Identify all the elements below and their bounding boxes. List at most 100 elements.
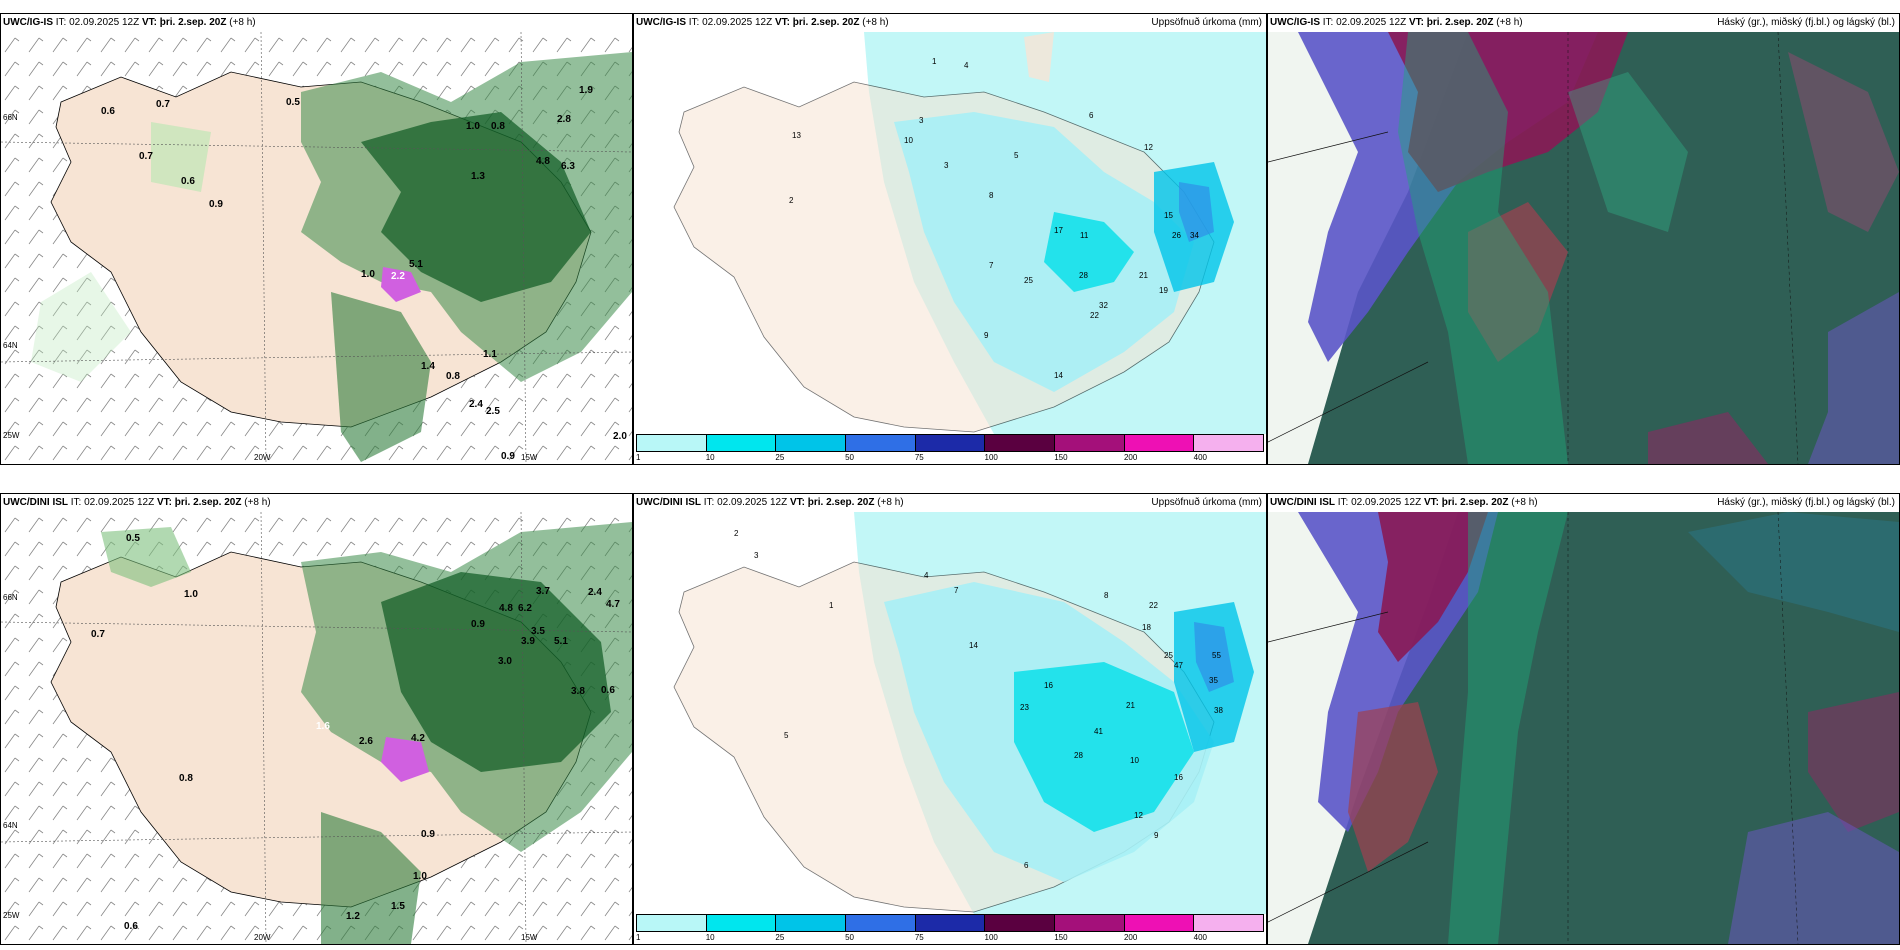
precip-title: Uppsöfnuð úrkoma (mm) (1151, 17, 1262, 28)
precip-value: 9 (984, 331, 989, 340)
wind-value: 0.8 (491, 121, 505, 132)
cbar-bin (1055, 435, 1125, 451)
lead-time: (+8 h) (244, 497, 271, 508)
lead-time: (+8 h) (862, 17, 889, 28)
corner-label-25w: 25W (3, 431, 20, 440)
valid-time: þri. 2.sep. 20Z (1426, 17, 1494, 28)
wind-value: 4.7 (606, 599, 620, 610)
cloud-map-svg (1268, 512, 1899, 944)
wind-value: 1.0 (466, 121, 480, 132)
panel-header: UWC/IG-IS IT: 02.09.2025 12Z VT: þri. 2.… (636, 16, 889, 30)
wind-map: 0.5 0.7 1.0 0.9 0.6 4.8 6.2 3.7 2.4 4.7 … (1, 512, 632, 944)
precip-value: 10 (1130, 756, 1139, 765)
wind-value: 0.8 (446, 371, 460, 382)
init-time: IT: 02.09.2025 12Z (55, 17, 140, 28)
lon-label-15w: 15W (521, 453, 538, 462)
cbar-label: 25 (775, 933, 785, 942)
init-time: IT: 02.09.2025 12Z (1337, 497, 1422, 508)
panel-header: UWC/IG-IS IT: 02.09.2025 12Z VT: þri. 2.… (1270, 16, 1523, 30)
cbar-label: 100 (984, 933, 998, 942)
init-time: IT: 02.09.2025 12Z (1322, 17, 1407, 28)
wind-panel-top[interactable]: UWC/IG-IS IT: 02.09.2025 12Z VT: þri. 2.… (0, 13, 633, 465)
precip-value: 6 (1089, 111, 1094, 120)
precip-value: 6 (1024, 861, 1029, 870)
cbar-bin (706, 435, 777, 451)
wind-value: 0.9 (501, 451, 515, 462)
precip-value: 26 (1172, 231, 1181, 240)
cbar-label: 150 (1054, 933, 1068, 942)
cbar-label: 25 (775, 453, 785, 462)
wind-value: 0.6 (601, 685, 615, 696)
wind-map: 0.7 0.5 0.6 0.9 1.0 0.8 1.3 4.8 6.3 2.2 … (1, 32, 632, 464)
wind-value: 0.6 (181, 176, 195, 187)
wind-value: 0.6 (124, 921, 138, 932)
cbar-bin (915, 435, 986, 451)
cbar-bin (1194, 915, 1264, 931)
valid-time: þri. 2.sep. 20Z (159, 17, 227, 28)
precip-value: 16 (1174, 773, 1183, 782)
wind-map-svg (1, 32, 632, 464)
wind-value: 0.8 (179, 773, 193, 784)
precip-value: 3 (919, 116, 924, 125)
cbar-label: 10 (705, 453, 715, 462)
panel-header: UWC/IG-IS IT: 02.09.2025 12Z VT: þri. 2.… (3, 16, 256, 30)
wind-value: 0.5 (126, 533, 140, 544)
lead-time: (+8 h) (1496, 17, 1523, 28)
wind-value: 3.8 (571, 686, 585, 697)
wind-value: 1.3 (471, 171, 485, 182)
precip-value: 41 (1094, 727, 1103, 736)
cbar-label: 200 (1123, 453, 1138, 462)
wind-panel-bottom[interactable]: UWC/DINI ISL IT: 02.09.2025 12Z VT: þri.… (0, 493, 633, 945)
cbar-label: 1 (636, 453, 641, 462)
precip-value: 25 (1164, 651, 1173, 660)
precip-panel-bottom[interactable]: UWC/DINI ISL IT: 02.09.2025 12Z VT: þri.… (633, 493, 1267, 945)
precip-value: 32 (1099, 301, 1108, 310)
wind-value: 4.2 (411, 733, 425, 744)
lead-time: (+8 h) (229, 17, 256, 28)
valid-label: VT: (774, 17, 790, 28)
cloud-map (1268, 32, 1899, 464)
valid-time: þri. 2.sep. 20Z (807, 497, 875, 508)
wind-value: 3.9 (521, 636, 535, 647)
wind-value: 0.7 (139, 151, 153, 162)
precip-colorbar (636, 434, 1264, 452)
valid-time: þri. 2.sep. 20Z (792, 17, 860, 28)
model-name: UWC/DINI ISL (636, 497, 701, 508)
precip-panel-top[interactable]: UWC/IG-IS IT: 02.09.2025 12Z VT: þri. 2.… (633, 13, 1267, 465)
precip-value: 7 (989, 261, 994, 270)
cloud-panel-top[interactable]: UWC/IG-IS IT: 02.09.2025 12Z VT: þri. 2.… (1267, 13, 1900, 465)
model-name: UWC/IG-IS (3, 17, 53, 28)
precip-value: 11 (1080, 231, 1089, 240)
precip-value: 8 (1104, 591, 1109, 600)
wind-value: 2.2 (391, 271, 405, 282)
cloud-map (1268, 512, 1899, 944)
lat-label-64n: 64N (3, 821, 18, 830)
precip-value: 34 (1190, 231, 1199, 240)
precip-value: 13 (792, 131, 801, 140)
init-time: IT: 02.09.2025 12Z (70, 497, 155, 508)
wind-value: 0.5 (286, 97, 300, 108)
colorbar-labels: 1 10 25 50 75 100 150 200 400 (636, 933, 1264, 943)
wind-value: 3.0 (498, 656, 512, 667)
cbar-label: 75 (914, 933, 924, 942)
precip-value: 38 (1214, 706, 1223, 715)
wind-value: 4.8 (499, 603, 513, 614)
precip-value: 35 (1209, 676, 1218, 685)
wind-value: 1.4 (421, 361, 435, 372)
wind-value: 0.9 (421, 829, 435, 840)
wind-value: 1.1 (483, 349, 497, 360)
valid-time: þri. 2.sep. 20Z (174, 497, 242, 508)
init-time: IT: 02.09.2025 12Z (688, 17, 773, 28)
precip-value: 28 (1079, 271, 1088, 280)
cbar-label: 50 (845, 933, 855, 942)
lat-label-66n: 66N (3, 593, 18, 602)
cbar-bin (637, 915, 707, 931)
precip-value: 47 (1174, 661, 1183, 670)
precip-value: 19 (1159, 286, 1168, 295)
wind-value: 1.6 (316, 721, 330, 732)
cloud-panel-bottom[interactable]: UWC/DINI ISL IT: 02.09.2025 12Z VT: þri.… (1267, 493, 1900, 945)
precip-value: 5 (784, 731, 789, 740)
cbar-bin (1124, 435, 1195, 451)
cbar-bin (776, 435, 847, 451)
wind-value: 2.6 (359, 736, 373, 747)
